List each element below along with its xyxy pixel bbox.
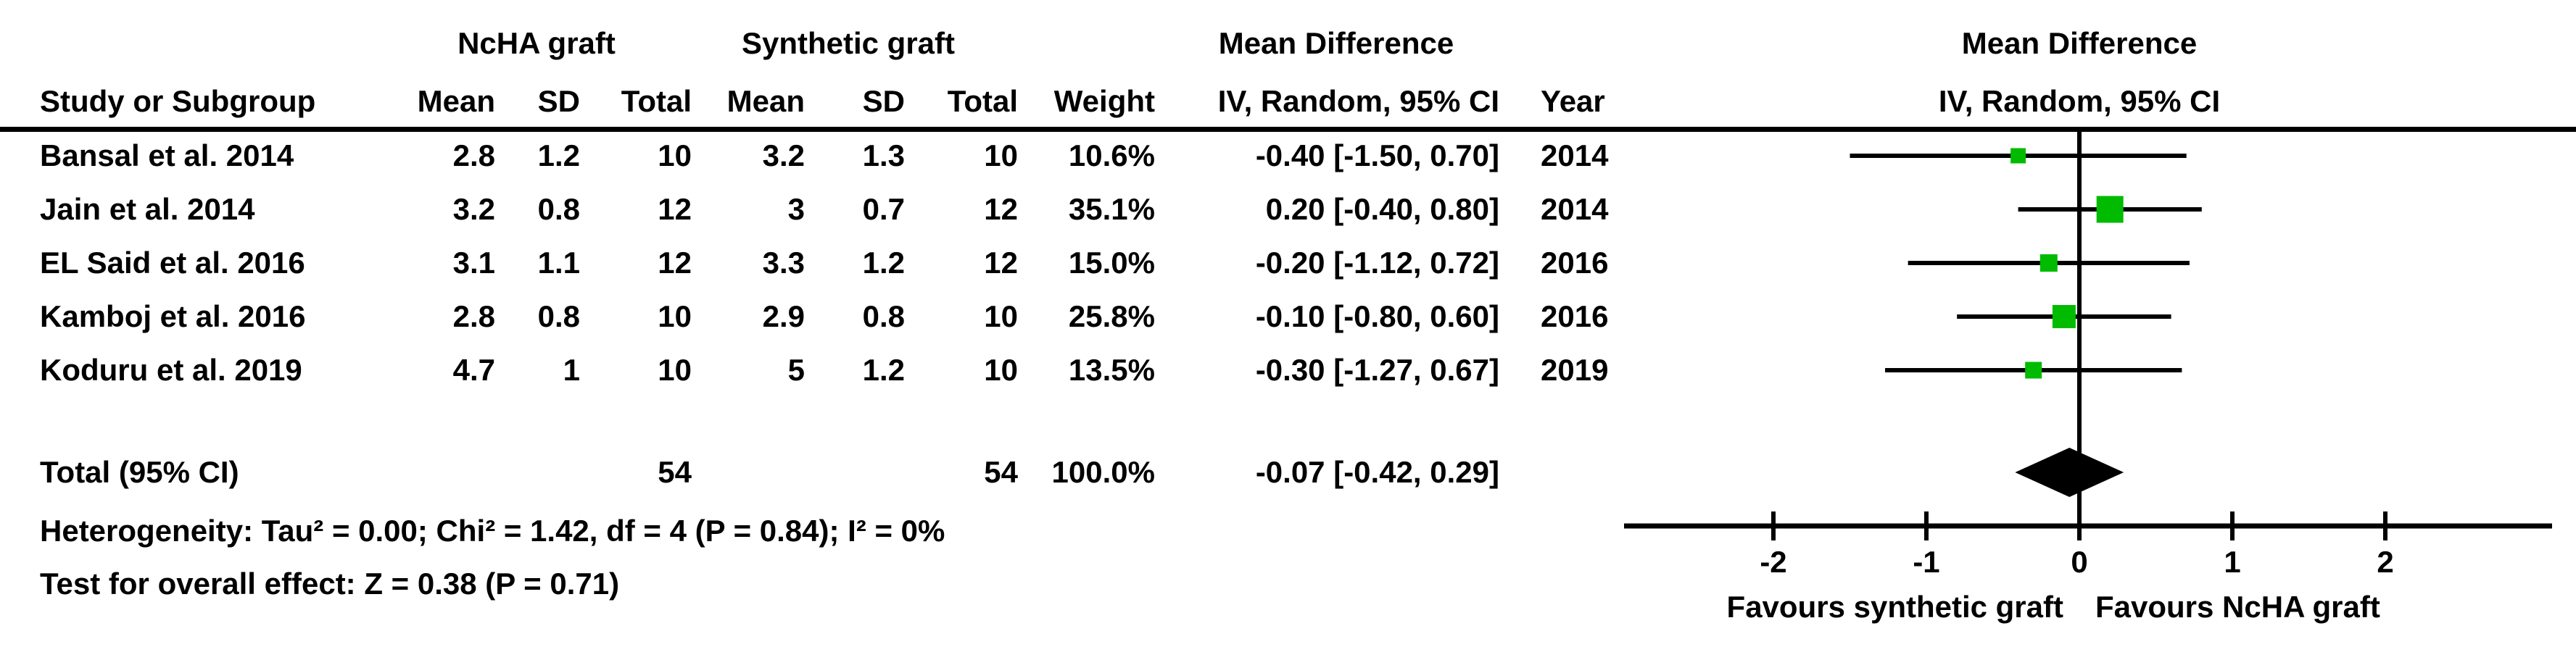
favours-left-label: Favours synthetic graft: [1727, 590, 2063, 624]
axis-tick: [2077, 511, 2082, 540]
header-separator-rule: [0, 127, 2576, 132]
ncha-total: 10: [658, 353, 692, 387]
axis-tick-label: 0: [2071, 545, 2087, 579]
synthetic-sd: 0.7: [862, 192, 905, 226]
total-ncha-total: 54: [658, 455, 692, 489]
study-weight: 25.8%: [1068, 299, 1155, 333]
favours-right-label: Favours NcHA graft: [2095, 590, 2380, 624]
column-header-iv-ci: IV, Random, 95% CI: [1217, 84, 1499, 118]
ncha-sd: 1: [563, 353, 580, 387]
ncha-sd: 1.2: [537, 138, 580, 172]
ncha-sd: 1.1: [537, 246, 580, 280]
study-ci-text: 0.20 [-0.40, 0.80]: [1265, 192, 1499, 226]
column-header-weight: Weight: [1053, 84, 1155, 118]
ncha-total: 12: [658, 246, 692, 280]
study-ci-text: -0.40 [-1.50, 0.70]: [1255, 138, 1499, 172]
axis-tick-label: 2: [2377, 545, 2393, 579]
synthetic-mean: 3: [787, 192, 805, 226]
total-weight: 100.0%: [1051, 455, 1155, 489]
ncha-mean: 2.8: [452, 299, 495, 333]
study-weight-square: [2096, 196, 2124, 223]
plot-zero-line: [2077, 132, 2082, 526]
study-year: 2019: [1541, 353, 1609, 387]
column-header-ncha-mean: Mean: [417, 84, 495, 118]
ncha-total: 10: [658, 138, 692, 172]
column-header-synthetic-sd: SD: [862, 84, 905, 118]
group-header-mean-difference-table: Mean Difference: [1218, 26, 1454, 60]
study-weight-square: [2010, 148, 2026, 164]
ncha-sd: 0.8: [537, 192, 580, 226]
synthetic-sd: 1.2: [862, 246, 905, 280]
study-weight-square: [2025, 362, 2042, 379]
synthetic-total: 12: [984, 192, 1018, 226]
ncha-sd: 0.8: [537, 299, 580, 333]
ncha-mean: 3.1: [452, 246, 495, 280]
group-header-ncha-graft: NcHA graft: [457, 26, 616, 60]
synthetic-mean: 3.3: [762, 246, 805, 280]
axis-tick-label: -1: [1913, 545, 1939, 579]
study-weight: 13.5%: [1068, 353, 1155, 387]
ncha-total: 12: [658, 192, 692, 226]
column-header-year: Year: [1541, 84, 1605, 118]
plot-header-iv-ci: IV, Random, 95% CI: [1938, 84, 2221, 118]
synthetic-mean: 2.9: [762, 299, 805, 333]
study-year: 2014: [1541, 192, 1609, 226]
study-weight-square: [2052, 305, 2076, 328]
synthetic-total: 10: [984, 353, 1018, 387]
synthetic-total: 10: [984, 299, 1018, 333]
study-name: Koduru et al. 2019: [40, 353, 302, 387]
ncha-mean: 4.7: [452, 353, 495, 387]
synthetic-total: 10: [984, 138, 1018, 172]
synthetic-sd: 1.2: [862, 353, 905, 387]
axis-tick: [2383, 511, 2387, 540]
ncha-mean: 2.8: [452, 138, 495, 172]
column-header-synthetic-mean: Mean: [726, 84, 805, 118]
study-year: 2016: [1541, 246, 1609, 280]
ncha-mean: 3.2: [452, 192, 495, 226]
study-year: 2014: [1541, 138, 1609, 172]
heterogeneity-stats: Heterogeneity: Tau² = 0.00; Chi² = 1.42,…: [40, 514, 945, 548]
synthetic-sd: 1.3: [862, 138, 905, 172]
study-ci-text: -0.20 [-1.12, 0.72]: [1255, 246, 1499, 280]
total-synthetic-total: 54: [984, 455, 1018, 489]
synthetic-sd: 0.8: [862, 299, 905, 333]
synthetic-mean: 3.2: [762, 138, 805, 172]
synthetic-total: 12: [984, 246, 1018, 280]
ncha-total: 10: [658, 299, 692, 333]
axis-tick: [1771, 511, 1776, 540]
group-header-synthetic-graft: Synthetic graft: [741, 26, 956, 60]
study-year: 2016: [1541, 299, 1609, 333]
study-name: Bansal et al. 2014: [40, 138, 294, 172]
study-weight: 15.0%: [1068, 246, 1155, 280]
study-name: EL Said et al. 2016: [40, 246, 305, 280]
column-header-study: Study or Subgroup: [40, 84, 316, 118]
synthetic-mean: 5: [787, 353, 805, 387]
plot-header-mean-difference: Mean Difference: [1961, 26, 2198, 60]
axis-tick-label: 1: [2224, 545, 2240, 579]
study-ci-text: -0.10 [-0.80, 0.60]: [1255, 299, 1499, 333]
study-ci-text: -0.30 [-1.27, 0.67]: [1255, 353, 1499, 387]
study-weight: 10.6%: [1068, 138, 1155, 172]
overall-effect-stats: Test for overall effect: Z = 0.38 (P = 0…: [40, 567, 620, 601]
column-header-synthetic-total: Total: [947, 84, 1018, 118]
column-header-ncha-total: Total: [621, 84, 692, 118]
total-row-label: Total (95% CI): [40, 455, 239, 489]
total-ci-text: -0.07 [-0.42, 0.29]: [1255, 455, 1499, 489]
study-name: Jain et al. 2014: [40, 192, 255, 226]
study-weight-square: [2039, 254, 2058, 272]
axis-tick: [2230, 511, 2235, 540]
axis-tick-label: -2: [1760, 545, 1786, 579]
study-weight: 35.1%: [1068, 192, 1155, 226]
summary-diamond: [2015, 448, 2124, 497]
column-header-ncha-sd: SD: [537, 84, 580, 118]
axis-tick: [1924, 511, 1929, 540]
plot-axis-line: [1624, 523, 2552, 529]
study-name: Kamboj et al. 2016: [40, 299, 306, 333]
